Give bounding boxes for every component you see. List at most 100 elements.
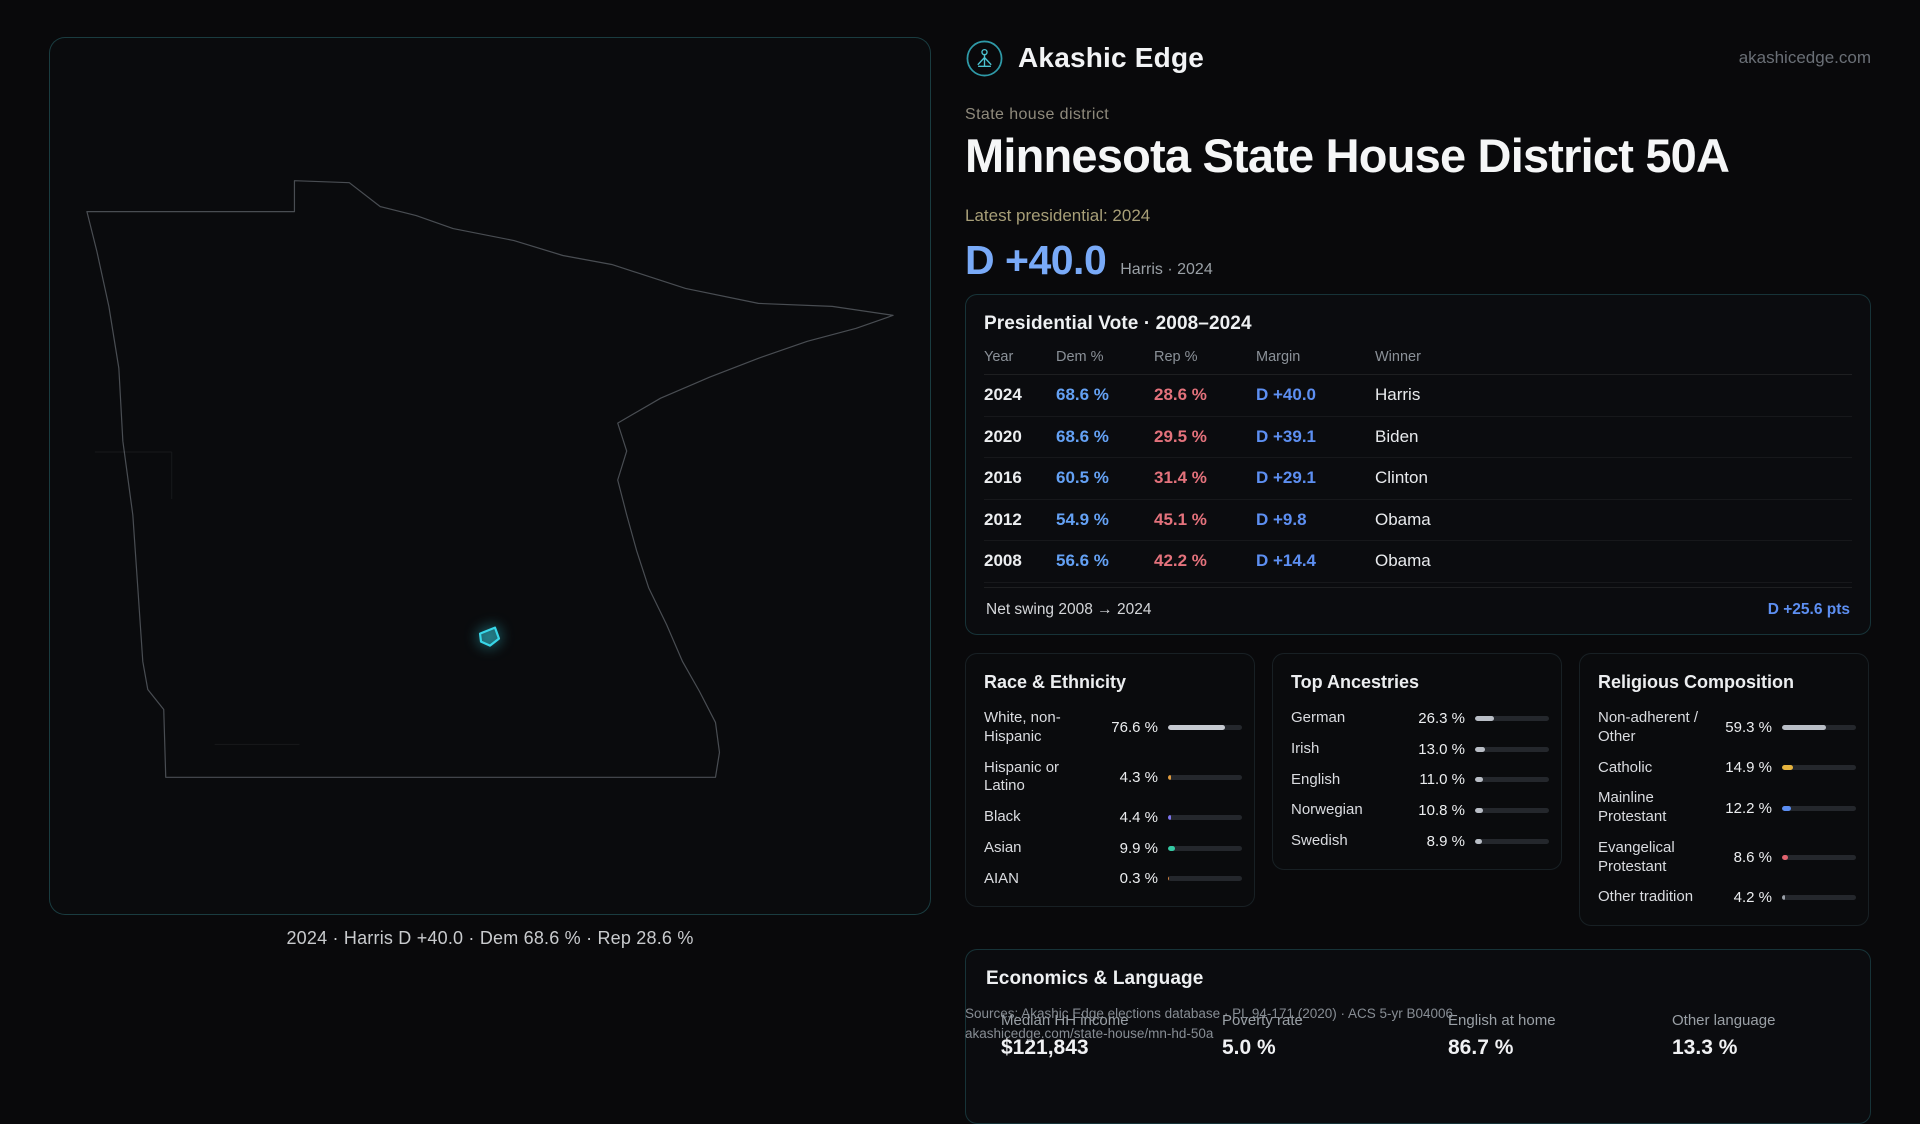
col-dem: Dem % xyxy=(1056,349,1104,365)
stat-row: Other tradition 4.2 % xyxy=(1598,888,1856,907)
top-ancestries-title: Top Ancestries xyxy=(1291,672,1420,692)
minnesota-map xyxy=(86,180,894,778)
minnesota-outline xyxy=(86,180,894,778)
page: { "header": { "brand": "Akashic Edge", "… xyxy=(49,36,1871,1124)
rep-cell: 45.1 % xyxy=(1154,509,1207,529)
stat-row: German 26.3 % xyxy=(1291,709,1549,728)
winner-cell: Harris xyxy=(1375,385,1421,405)
margin-cell: D +29.1 xyxy=(1256,468,1317,488)
net-swing-value: D +25.6 pts xyxy=(1767,600,1850,618)
year-cell: 2024 xyxy=(984,385,1022,405)
stat-label: Catholic xyxy=(1598,758,1653,776)
brand-name: Akashic Edge xyxy=(1018,42,1205,73)
religious-composition-card: Religious Composition Non-adherent / Oth… xyxy=(1579,653,1869,926)
stat-value: 4.2 % xyxy=(1733,889,1772,907)
stat-value: 26.3 % xyxy=(1418,709,1465,727)
margin-cell: D +40.0 xyxy=(1256,385,1317,405)
col-margin: Margin xyxy=(1256,349,1301,365)
sources-line: Sources: Akashic Edge elections database… xyxy=(965,1006,1454,1021)
econ-stat-label: Median HH income xyxy=(1001,1012,1129,1029)
stat-label: Irish xyxy=(1291,739,1320,757)
stat-bar xyxy=(1168,725,1242,731)
stat-bar xyxy=(1475,838,1549,844)
demographics-row: Race & Ethnicity White, non-Hispanic 76.… xyxy=(965,653,1871,926)
econ-stat-label: Other language xyxy=(1672,1012,1776,1029)
stat-row: Mainline Protestant 12.2 % xyxy=(1598,789,1856,827)
econ-stat-label: Poverty rate xyxy=(1222,1012,1303,1029)
stat-bar xyxy=(1782,725,1856,731)
margin-cell: D +9.8 xyxy=(1256,509,1307,529)
stat-value: 13.0 % xyxy=(1418,740,1465,758)
stat-label: German xyxy=(1291,709,1346,726)
econ-stat-value: 5.0 % xyxy=(1222,1036,1276,1059)
map-reference-lines xyxy=(94,451,300,745)
brand[interactable]: Akashic Edge xyxy=(965,39,1204,78)
stat-value: 11.0 % xyxy=(1419,771,1465,789)
stat-value: 76.6 % xyxy=(1111,719,1158,737)
econ-stat-label: English at home xyxy=(1448,1012,1556,1029)
stat-row: Norwegian 10.8 % xyxy=(1291,801,1549,820)
dem-cell: 60.5 % xyxy=(1056,468,1109,488)
stat-label: Norwegian xyxy=(1291,801,1363,819)
stat-label: White, non-Hispanic xyxy=(984,709,1061,745)
col-year: Year xyxy=(984,349,1014,365)
district-marker[interactable] xyxy=(478,626,501,647)
presidential-vote-title: Presidential Vote · 2008–2024 xyxy=(984,313,1252,334)
margin-cell: D +14.4 xyxy=(1256,551,1317,571)
stat-bar xyxy=(1782,805,1856,811)
stat-row: Hispanic or Latino 4.3 % xyxy=(984,759,1242,797)
econ-stat-other-language: Other language 13.3 % xyxy=(1672,1012,1850,1060)
economics-stats: Median HH income $121,843 Poverty rate 5… xyxy=(1001,1012,1850,1060)
dem-cell: 56.6 % xyxy=(1056,551,1109,571)
econ-stat-english-at-home: English at home 86.7 % xyxy=(1448,1012,1672,1060)
winner-cell: Biden xyxy=(1375,426,1419,446)
stat-bar xyxy=(1168,774,1242,780)
site-header: Akashic Edge akashicedge.com xyxy=(965,36,1871,80)
stat-bar xyxy=(1168,845,1242,851)
stat-label: Evangelical Protestant xyxy=(1598,838,1675,875)
dem-cell: 54.9 % xyxy=(1056,509,1109,529)
econ-stat-value: $121,843 xyxy=(1001,1036,1089,1059)
margin-cell: D +39.1 xyxy=(1256,426,1317,446)
permalink: akashicedge.com/state-house/mn-hd-50a xyxy=(965,1026,1214,1042)
margin-headline: D +40.0 Harris · 2024 xyxy=(965,237,1213,284)
race-ethnicity-card: Race & Ethnicity White, non-Hispanic 76.… xyxy=(965,653,1255,908)
margin-value: D +40.0 xyxy=(965,237,1107,283)
latest-presidential-label: Latest presidential: 2024 xyxy=(965,206,1151,225)
stat-row: AIAN 0.3 % xyxy=(984,870,1242,889)
vote-row-2012: 2012 54.9 % 45.1 % D +9.8 Obama xyxy=(984,500,1852,541)
site-url-link[interactable]: akashicedge.com xyxy=(1738,48,1871,67)
stat-value: 8.9 % xyxy=(1426,832,1465,850)
stat-label: Hispanic or Latino xyxy=(984,758,1060,795)
stat-value: 4.4 % xyxy=(1119,808,1158,826)
stat-row: English 11.0 % xyxy=(1291,771,1549,790)
col-rep: Rep % xyxy=(1154,349,1198,365)
district-map-panel[interactable] xyxy=(49,37,931,915)
akashic-edge-logo-icon xyxy=(966,40,1003,76)
rep-cell: 42.2 % xyxy=(1154,551,1207,571)
econ-stat-median-income: Median HH income $121,843 xyxy=(1001,1012,1222,1060)
col-winner: Winner xyxy=(1375,349,1421,365)
stat-bar xyxy=(1782,895,1856,901)
stat-bar xyxy=(1168,876,1242,882)
stat-bar xyxy=(1168,814,1242,820)
stat-row: Evangelical Protestant 8.6 % xyxy=(1598,839,1856,877)
district-type-kicker: State house district xyxy=(965,106,1110,123)
year-cell: 2008 xyxy=(984,551,1022,571)
stat-row: Non-adherent / Other 59.3 % xyxy=(1598,709,1856,747)
stat-row: White, non-Hispanic 76.6 % xyxy=(984,709,1242,747)
presidential-vote-card: Presidential Vote · 2008–2024 Year Dem %… xyxy=(965,294,1871,635)
stat-label: Black xyxy=(984,808,1021,825)
vote-row-2024: 2024 68.6 % 28.6 % D +40.0 Harris xyxy=(984,375,1852,417)
dem-cell: 68.6 % xyxy=(1056,385,1109,405)
stat-value: 10.8 % xyxy=(1418,802,1465,820)
stat-bar xyxy=(1475,777,1549,783)
year-cell: 2012 xyxy=(984,509,1022,529)
stat-label: Asian xyxy=(984,838,1022,856)
stat-bar xyxy=(1475,808,1549,814)
year-cell: 2020 xyxy=(984,426,1022,446)
stat-bar xyxy=(1782,855,1856,860)
stat-row: Asian 9.9 % xyxy=(984,839,1242,858)
stat-label: Mainline Protestant xyxy=(1598,789,1667,825)
stat-value: 9.9 % xyxy=(1119,839,1158,857)
